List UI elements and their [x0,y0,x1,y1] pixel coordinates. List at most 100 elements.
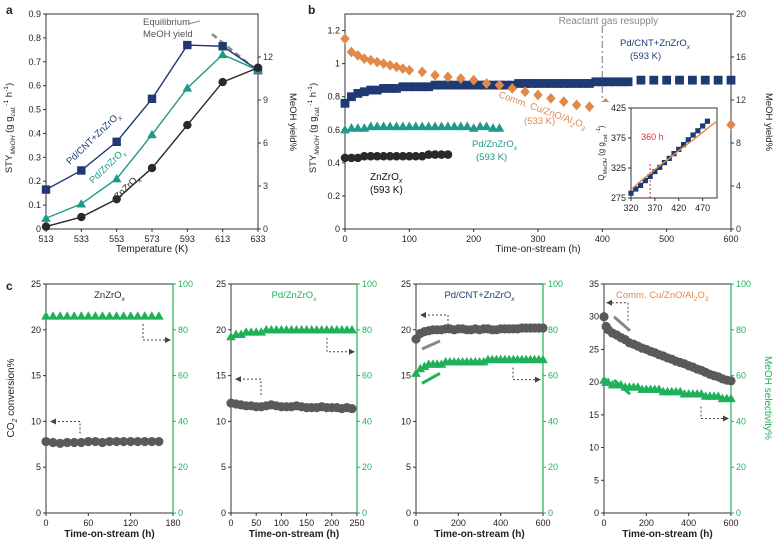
y-tick-label: 0 [221,508,226,518]
y2-tick-label: 3 [263,181,268,191]
data-point [559,96,569,108]
panel-title: Comm. Cu/ZnO/Al2O3 [616,290,709,303]
axis-indicator-head [606,299,612,306]
panel-title: Pd/ZnZrOx [271,290,317,303]
y-tick-label: 1.2 [327,26,340,36]
x-axis-title: Time-on-stream (h) [64,529,154,540]
y-tick-label: 0.8 [327,92,340,102]
panel-title: ZnZrOx [94,290,125,303]
inset-data-point [695,128,701,134]
label-part: x [686,44,691,51]
series-label: Pd/ZnZrOx [472,139,518,152]
y-tick-label: 0.9 [28,9,41,19]
y-tick-label: 0.7 [28,57,41,67]
label-part: ) [308,83,319,86]
data-point [352,123,363,132]
data-point [372,85,382,95]
data-point [488,80,498,90]
label-part: h [4,92,15,100]
data-point [76,311,87,320]
equilibrium-label: MeOH yield [143,29,193,40]
data-point [456,80,466,90]
data-point [610,77,620,87]
data-point [571,99,582,111]
data-point [62,311,72,320]
y2-tick-label: 0 [736,224,741,234]
data-point [76,199,87,208]
data-point [140,436,150,447]
data-point [139,311,150,320]
x-tick-label: 100 [402,234,417,244]
data-point [726,119,736,131]
data-point [572,79,581,88]
x-tick-label: 200 [639,518,654,528]
label-part: Pd/CNT+ZnZrO [620,38,687,49]
y2-tick-label: 6 [263,138,268,148]
data-point [353,49,363,61]
data-point [347,403,357,414]
y-tick-label: 10 [589,443,599,453]
data-point [90,436,100,447]
y2-tick-label: 20 [736,462,746,472]
x-tick-label: 320 [623,203,638,213]
data-point [182,83,193,92]
data-point [430,150,440,159]
data-point [360,151,369,161]
y-tick-label: 1 [335,59,340,69]
data-point [111,174,122,183]
y-tick-label: 35 [589,279,599,289]
label-part: 3 [580,125,586,133]
plot-frame [230,283,358,514]
label-part: CO [6,422,17,437]
data-point [385,59,395,71]
data-point [119,436,129,447]
data-point [540,79,549,88]
data-point [125,311,136,320]
data-point [478,357,489,366]
label-part: (g g [597,142,606,158]
y-tick-label: 0 [335,224,340,234]
data-point [538,323,548,333]
data-point [546,92,556,104]
series-label: (593 K) [370,185,403,196]
label-part: cat. [603,133,609,142]
y-tick-label: 0.6 [28,81,41,91]
x-tick-label: 0 [43,518,48,528]
inset-data-point [642,178,648,184]
data-point [83,311,94,320]
data-point [430,121,441,131]
x-tick-label: 50 [251,518,261,528]
data-point [226,331,236,341]
data-point [366,151,376,161]
trend-arrow [613,315,631,332]
data-point [726,393,736,403]
inset-data-point [680,142,687,148]
y-tick-label: 275 [611,193,626,203]
data-point [126,436,136,447]
label-part: x [513,145,518,152]
chart-b: 0 100 200 300 400 500 60000.20.40.60.811.20481… [307,3,774,255]
data-point [379,84,388,93]
x-tick-label: 593 [180,234,195,244]
data-point [449,80,459,90]
y2-tick-label: 4 [736,181,741,191]
data-point [391,121,402,131]
data-point [340,33,350,45]
data-point [104,311,115,320]
data-point [462,80,472,90]
data-point [462,121,473,131]
y2-axis-title: MeOH selectivity% [762,356,773,440]
y-axis-title: CO2 conversion% [6,358,19,437]
data-point [437,150,446,159]
data-point [713,75,723,85]
y-tick-label: 10 [31,416,41,426]
label-part: -1 [596,128,602,133]
axis-indicator-head [165,337,171,344]
x-tick-label: 0 [228,518,233,528]
series-label: ZnZrOx [370,172,403,185]
data-point [398,82,408,92]
y2-tick-label: 8 [736,138,741,148]
equilibrium-pointer [187,20,201,25]
data-point [415,363,426,373]
data-point [97,311,108,320]
